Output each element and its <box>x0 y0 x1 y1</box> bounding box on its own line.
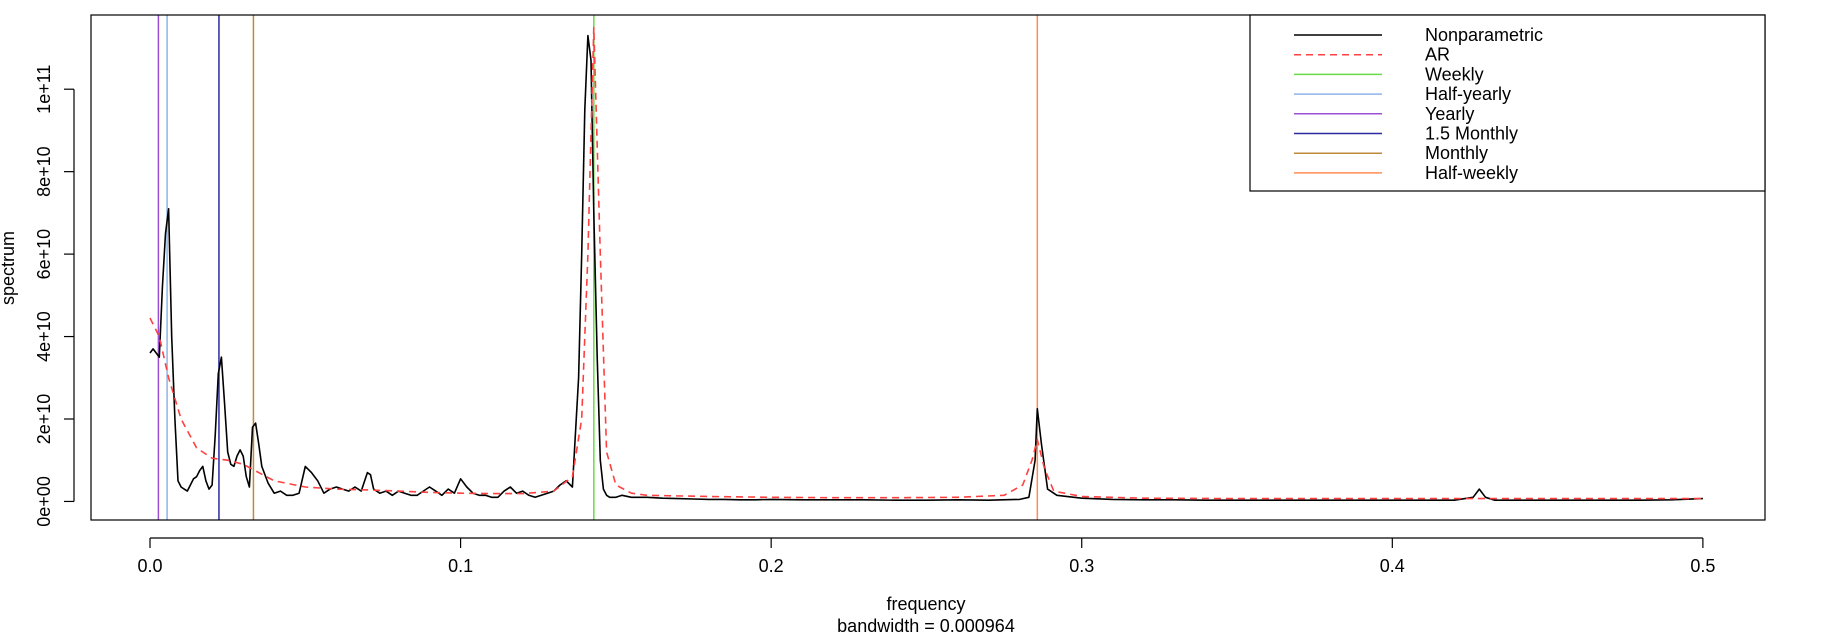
legend-box <box>1249 14 1766 192</box>
plot-frame <box>90 14 1766 521</box>
y-axis: 0e+00 2e+10 4e+10 6e+10 8e+10 1e+11 <box>34 65 75 527</box>
y-tick-label: 6e+10 <box>34 229 54 280</box>
legend-label: Half-yearly <box>1425 84 1511 104</box>
x-tick-label: 0.1 <box>448 556 473 576</box>
legend: NonparametricARWeeklyHalf-yearlyYearly1.… <box>1249 14 1766 192</box>
legend-label: 1.5 Monthly <box>1425 124 1518 144</box>
bandwidth-label: bandwidth = 0.000964 <box>837 616 1015 636</box>
legend-item: 1.5 Monthly <box>1294 124 1518 144</box>
spectrum-series <box>149 26 1703 502</box>
y-tick-label: 0e+00 <box>34 476 54 527</box>
legend-item: Monthly <box>1294 143 1488 163</box>
x-tick-label: 0.0 <box>137 556 162 576</box>
y-tick-label: 2e+10 <box>34 394 54 445</box>
legend-label: Nonparametric <box>1425 25 1543 45</box>
legend-items: NonparametricARWeeklyHalf-yearlyYearly1.… <box>1294 25 1543 183</box>
legend-item: Half-weekly <box>1294 163 1518 183</box>
x-tick-label: 0.2 <box>759 556 784 576</box>
legend-item: Nonparametric <box>1294 25 1543 45</box>
series-ar <box>149 26 1703 500</box>
legend-label: Weekly <box>1425 64 1484 84</box>
x-axis-title: frequency <box>886 594 965 614</box>
legend-label: AR <box>1425 45 1450 65</box>
y-tick-label: 8e+10 <box>34 146 54 197</box>
y-tick-label: 1e+11 <box>34 65 54 114</box>
legend-item: Half-yearly <box>1294 84 1511 104</box>
period-reference-lines <box>157 15 1039 520</box>
y-tick-label: 4e+10 <box>34 311 54 362</box>
legend-label: Yearly <box>1425 104 1474 124</box>
x-tick-label: 0.4 <box>1380 556 1405 576</box>
legend-item: Yearly <box>1294 104 1474 124</box>
x-tick-label: 0.3 <box>1069 556 1094 576</box>
y-axis-title: spectrum <box>0 231 18 305</box>
legend-label: Monthly <box>1425 143 1488 163</box>
legend-item: AR <box>1294 45 1450 65</box>
series-nonparametric <box>149 34 1703 502</box>
x-axis: 0.0 0.1 0.2 0.3 0.4 0.5 <box>137 537 1715 576</box>
x-tick-label: 0.5 <box>1690 556 1715 576</box>
legend-item: Weekly <box>1294 64 1484 84</box>
legend-label: Half-weekly <box>1425 163 1518 183</box>
